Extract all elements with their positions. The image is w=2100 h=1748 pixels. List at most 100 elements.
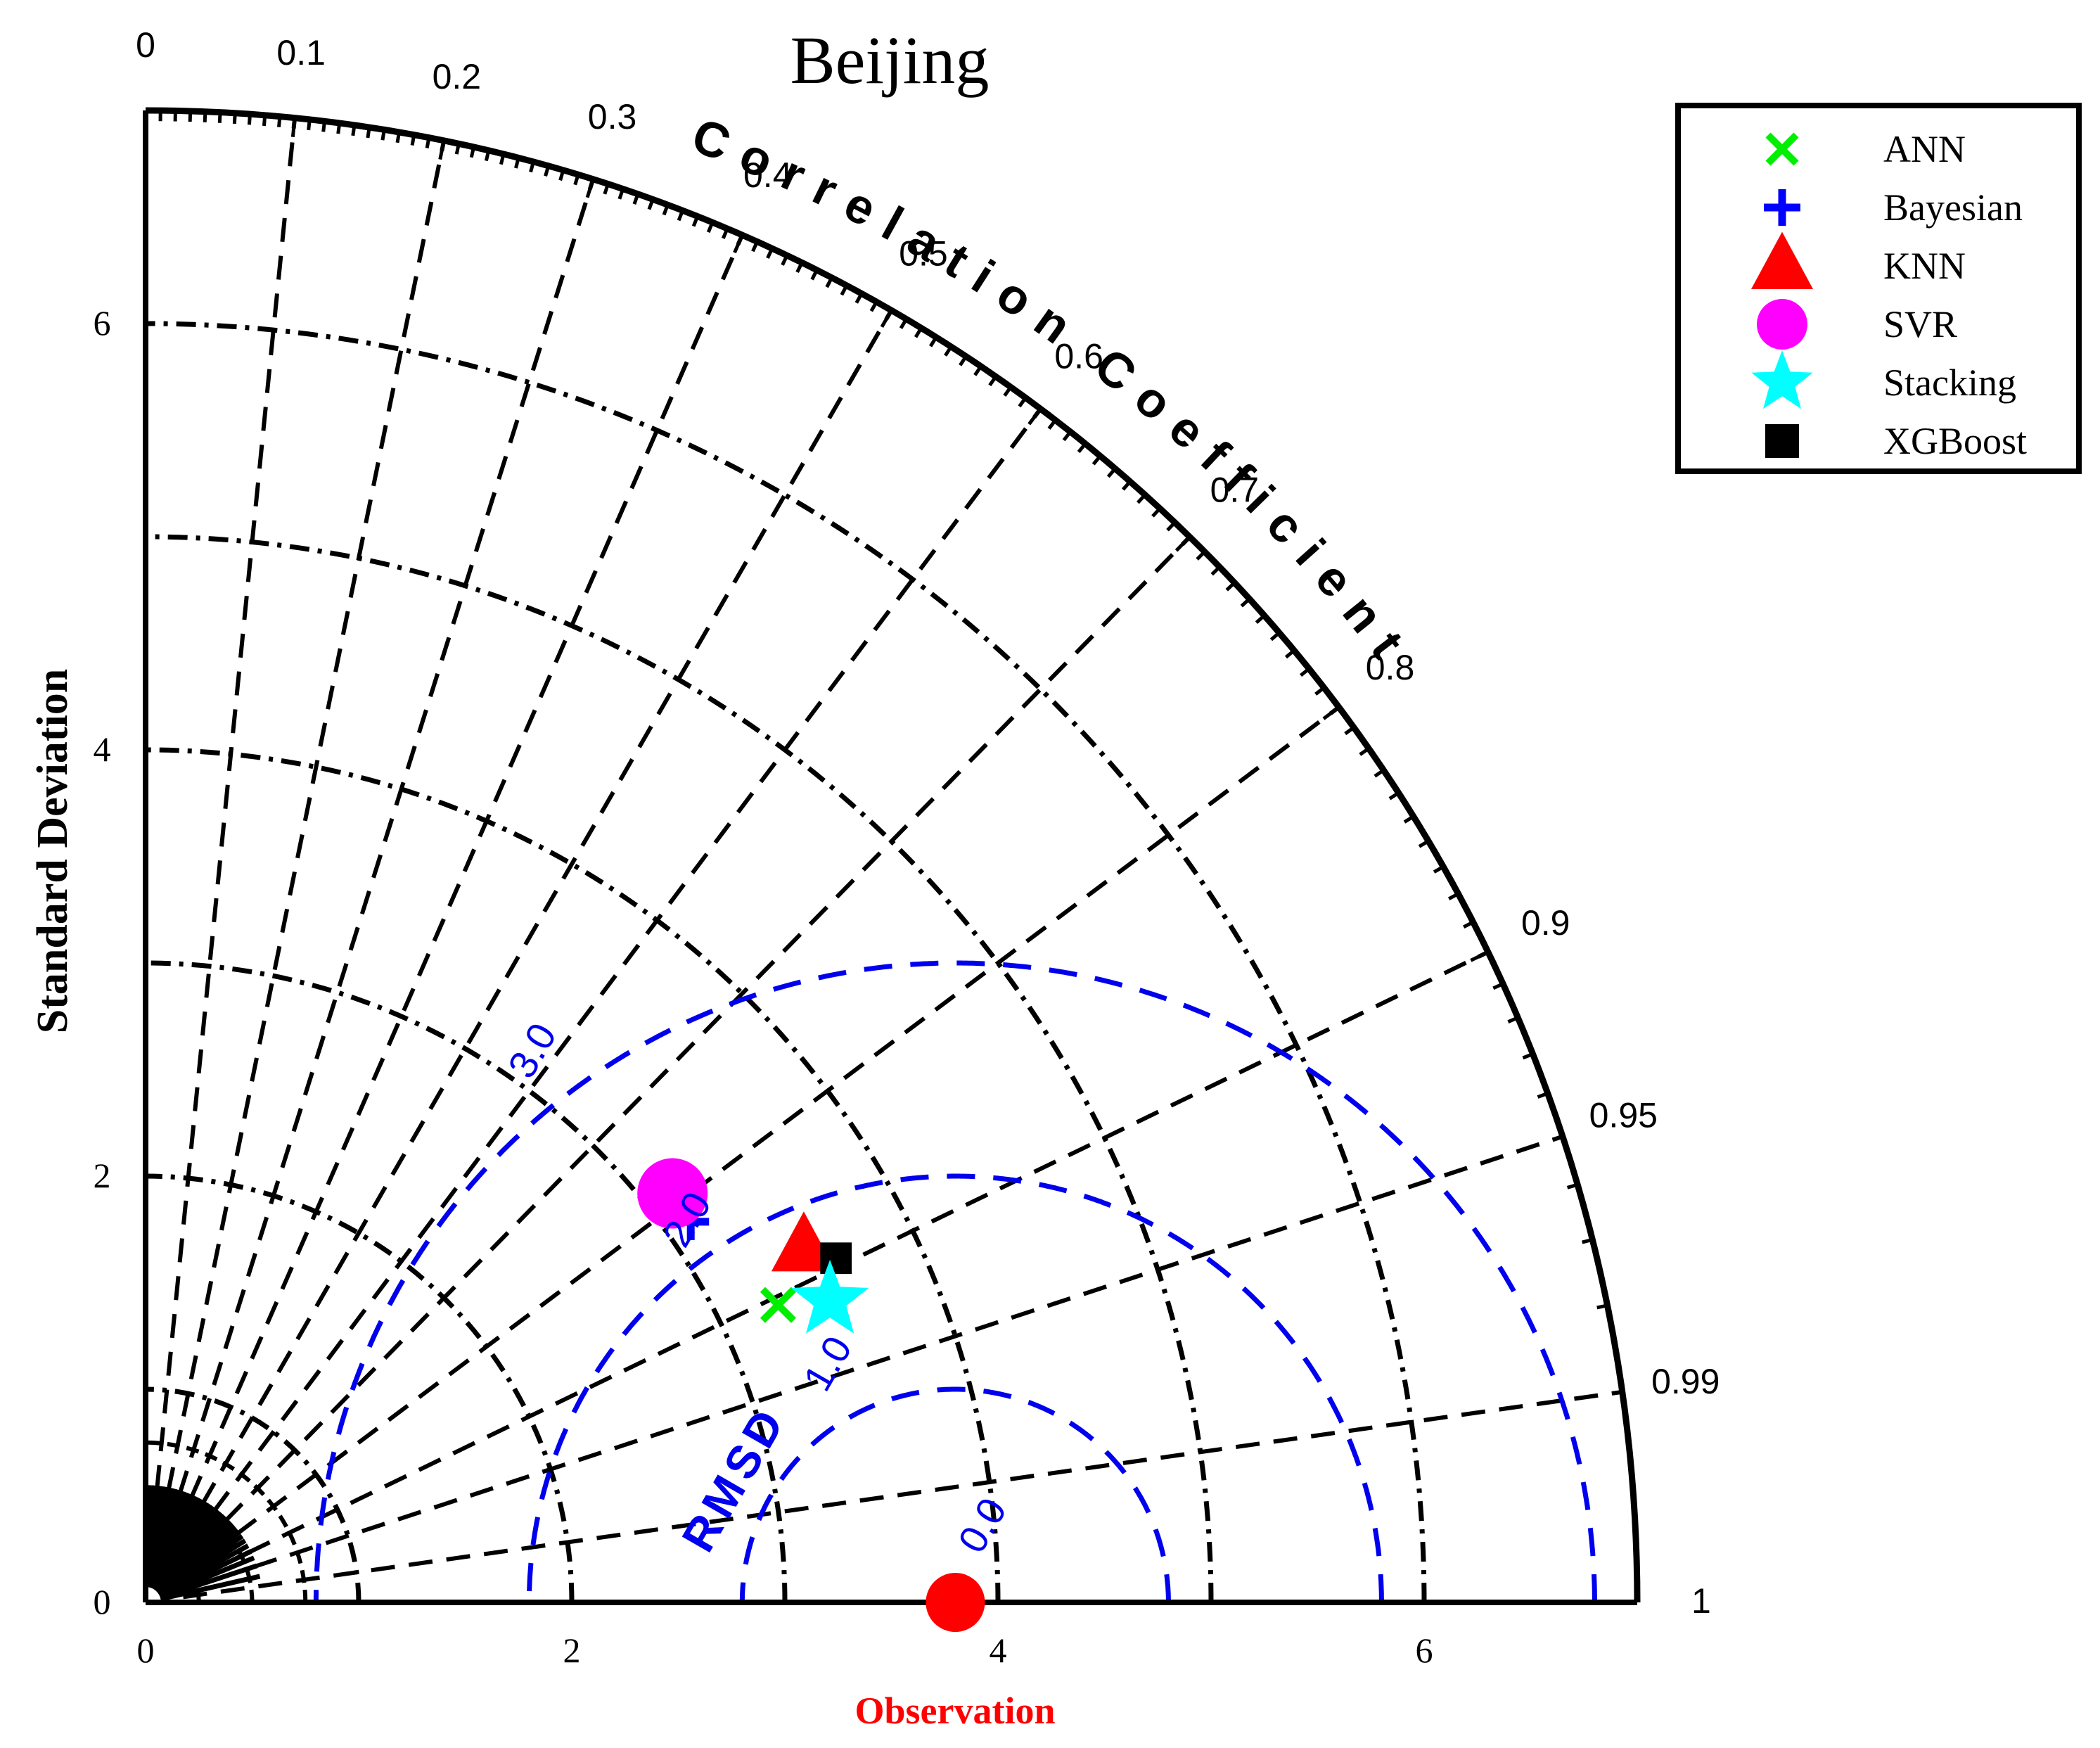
marker-xgboost-legend-swatch — [1765, 424, 1799, 458]
y-axis-label: Standard Deviation — [29, 669, 77, 1033]
chart-title: Beijing — [790, 23, 990, 98]
correlation-tick — [869, 300, 878, 312]
correlation-tick — [1240, 597, 1251, 608]
correlation-tick — [1284, 649, 1295, 659]
correlation-tick — [1322, 706, 1340, 720]
correlation-tick — [781, 255, 789, 266]
legend-label: KNN — [1883, 245, 1966, 287]
correlation-tick-label: 0.99 — [1651, 1362, 1720, 1401]
correlation-tick — [632, 193, 640, 205]
grid-layer — [130, 117, 1623, 1618]
x-tick-label: 4 — [990, 1631, 1007, 1670]
legend-label: Bayesian — [1883, 186, 2023, 229]
correlation-tick-label: 0.4 — [743, 155, 793, 195]
correlation-tick — [1403, 815, 1415, 824]
std-gridline-arc — [145, 534, 1214, 1603]
marker-bayesian-legend-swatch — [1764, 189, 1800, 226]
std-gridline-arc — [145, 321, 1427, 1603]
correlation-tick — [721, 227, 729, 239]
markers-layer — [637, 1158, 985, 1632]
correlation-tick — [1121, 480, 1132, 491]
x-tick-label: 2 — [563, 1631, 581, 1670]
marker-ann-legend-swatch-stroke — [1765, 132, 1799, 166]
correlation-tick — [321, 121, 327, 132]
correlation-tick — [899, 318, 908, 329]
marker-svr — [637, 1158, 708, 1229]
correlation-tick — [1018, 397, 1027, 408]
marker-stacking-legend-swatch — [1751, 350, 1813, 409]
correlation-tick-label: 1 — [1691, 1581, 1711, 1621]
legend-label: SVR — [1883, 303, 1957, 345]
correlation-tick — [944, 345, 953, 357]
correlation-tick — [425, 137, 431, 148]
correlation-tick — [366, 127, 371, 139]
correlation-tick — [1314, 686, 1326, 696]
legend-item: ANN — [1765, 128, 1966, 170]
correlation-tick — [880, 309, 893, 328]
correlation-coefficient-label: Correlation Coefficient — [685, 108, 1424, 680]
rmsd-contour-label: 0.0 — [949, 1491, 1015, 1560]
marker-knn-legend-swatch — [1751, 231, 1813, 289]
correlation-tick — [1551, 1135, 1563, 1142]
correlation-tick — [1255, 614, 1266, 624]
std-gridline-arc — [145, 1173, 575, 1603]
correlation-tick — [706, 222, 715, 234]
correlation-tick — [1374, 768, 1385, 778]
correlation-tick-label: 0.5 — [899, 234, 948, 273]
marker-ann-stroke — [760, 1287, 796, 1323]
correlation-tick — [1507, 1016, 1519, 1023]
correlation-tick-label: 0.7 — [1210, 470, 1260, 509]
correlation-gridline — [143, 234, 745, 1604]
correlation-gridline — [145, 1389, 1623, 1605]
correlation-tick — [766, 248, 774, 259]
correlation-tick-label: 0.9 — [1521, 903, 1570, 943]
correlation-tick — [691, 215, 700, 227]
y-tick-label: 6 — [94, 303, 111, 343]
correlation-tick — [810, 269, 819, 281]
correlation-tick — [1537, 1092, 1549, 1099]
correlation-tick — [351, 125, 357, 136]
correlation-tick — [1027, 407, 1042, 426]
correlation-tick — [617, 188, 625, 200]
std-gridline-arc — [145, 1386, 361, 1603]
correlation-tick — [662, 204, 670, 216]
rmsd-label: RMSD — [672, 1396, 796, 1560]
correlation-tick — [1210, 566, 1221, 576]
marker-ann-legend-swatch — [1765, 132, 1799, 166]
correlation-tick — [529, 161, 535, 173]
legend-label: Stacking — [1883, 362, 2016, 404]
correlation-tick — [395, 132, 402, 143]
correlation-tick — [1492, 982, 1504, 990]
axes-layer — [143, 107, 1641, 1605]
correlation-tick — [438, 140, 446, 160]
correlation-tick — [277, 116, 282, 127]
y-tick-label: 2 — [94, 1156, 111, 1195]
correlation-tick — [1106, 467, 1117, 478]
correlation-tick — [307, 119, 312, 131]
marker-ann — [760, 1287, 796, 1323]
rmsd-layer — [313, 960, 1597, 1602]
x-tick-label: 0 — [137, 1631, 155, 1670]
correlation-tick-label: 0.1 — [276, 33, 326, 72]
correlation-tick — [1137, 493, 1146, 504]
reference-point — [926, 1573, 985, 1632]
correlation-tick-label: 0 — [136, 25, 155, 65]
std-gridline-arc — [145, 960, 788, 1603]
correlation-tick — [603, 183, 610, 195]
correlation-tick — [1418, 839, 1430, 848]
correlation-tick — [1151, 507, 1162, 518]
correlation-tick — [232, 113, 237, 125]
correlation-tick — [290, 117, 297, 138]
std-minor-gridline-arc — [145, 1493, 255, 1603]
correlation-tick — [1174, 535, 1191, 552]
correlation-tick — [988, 375, 998, 387]
rmsd-contour — [526, 1173, 1384, 1602]
correlation-tick — [647, 198, 655, 210]
correlation-tick — [1225, 581, 1236, 592]
correlation-gridline — [143, 117, 297, 1603]
marker-svr-legend-swatch — [1757, 299, 1807, 350]
marker-xgboost — [820, 1242, 852, 1275]
correlation-tick — [928, 336, 938, 347]
